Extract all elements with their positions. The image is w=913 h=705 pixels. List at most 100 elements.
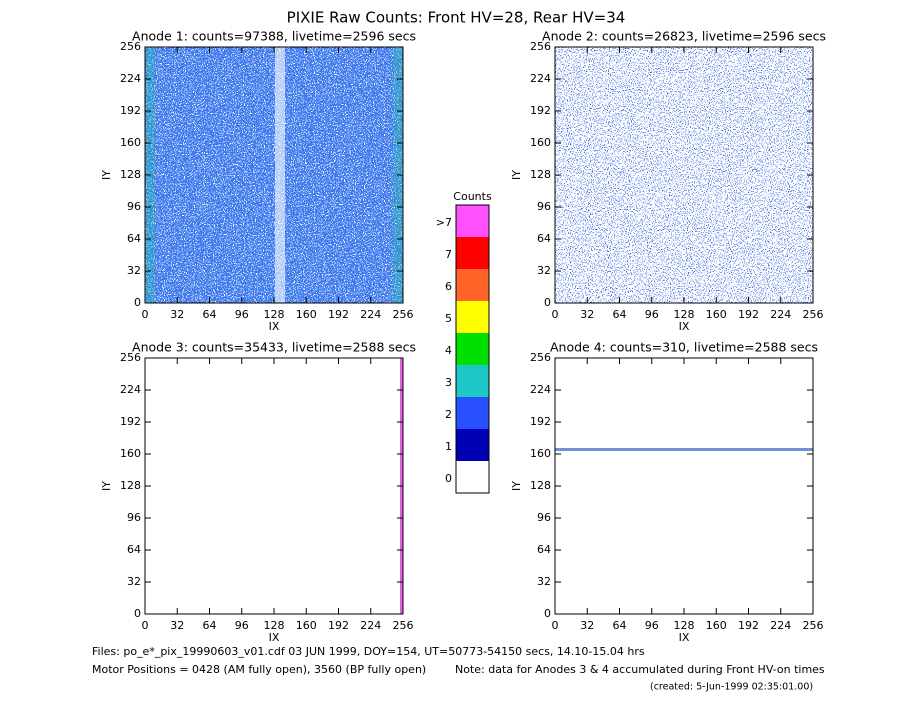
colorbar-swatch bbox=[456, 269, 489, 301]
footer: Files: po_e*_pix_19990603_v01.cdf 03 JUN… bbox=[92, 645, 825, 693]
colorbar-swatch bbox=[456, 461, 489, 493]
y-tick-label: 224 bbox=[120, 383, 141, 396]
y-tick-label: 64 bbox=[127, 543, 141, 556]
panel-title: Anode 2: counts=26823, livetime=2596 sec… bbox=[542, 29, 826, 44]
y-tick-label: 128 bbox=[120, 479, 141, 492]
y-tick-label: 96 bbox=[537, 511, 551, 524]
x-axis-label: IX bbox=[269, 631, 280, 644]
x-tick-label: 192 bbox=[328, 619, 349, 632]
x-tick-label: 0 bbox=[142, 619, 149, 632]
x-tick-label: 96 bbox=[235, 619, 249, 632]
x-tick-label: 160 bbox=[706, 619, 727, 632]
y-tick-label: 224 bbox=[530, 383, 551, 396]
y-tick-label: 192 bbox=[120, 104, 141, 117]
y-tick-label: 96 bbox=[127, 200, 141, 213]
colorbar-swatch bbox=[456, 301, 489, 333]
chart-title: PIXIE Raw Counts: Front HV=28, Rear HV=3… bbox=[287, 9, 626, 27]
y-tick-label: 32 bbox=[127, 575, 141, 588]
x-tick-label: 160 bbox=[296, 308, 317, 321]
colorbar-swatch bbox=[456, 205, 489, 237]
footer-created: (created: 5-Jun-1999 02:35:01.00) bbox=[650, 682, 813, 693]
y-tick-label: 96 bbox=[127, 511, 141, 524]
x-tick-label: 128 bbox=[264, 308, 285, 321]
x-tick-label: 0 bbox=[552, 619, 559, 632]
colorbar-label: 0 bbox=[445, 472, 452, 485]
x-tick-label: 160 bbox=[296, 619, 317, 632]
y-tick-label: 64 bbox=[127, 232, 141, 245]
colorbar-label: 1 bbox=[445, 440, 452, 453]
y-tick-label: 0 bbox=[544, 607, 551, 620]
y-tick-label: 192 bbox=[530, 415, 551, 428]
y-axis-label: IY bbox=[100, 481, 113, 491]
y-tick-label: 256 bbox=[530, 351, 551, 364]
x-tick-label: 192 bbox=[738, 308, 759, 321]
plot-frame bbox=[144, 357, 404, 615]
colorbar-label: 5 bbox=[445, 312, 452, 325]
y-axis-label: IY bbox=[100, 170, 113, 180]
x-tick-label: 32 bbox=[170, 619, 184, 632]
colorbar-label: >7 bbox=[436, 216, 452, 229]
x-tick-label: 224 bbox=[360, 308, 381, 321]
x-tick-label: 96 bbox=[645, 619, 659, 632]
x-tick-label: 0 bbox=[142, 308, 149, 321]
x-axis-label: IX bbox=[269, 320, 280, 333]
x-tick-label: 128 bbox=[674, 619, 695, 632]
y-tick-label: 224 bbox=[530, 72, 551, 85]
y-axis-label: IY bbox=[510, 170, 523, 180]
x-tick-label: 256 bbox=[393, 619, 414, 632]
x-tick-label: 192 bbox=[328, 308, 349, 321]
y-tick-label: 128 bbox=[530, 168, 551, 181]
x-tick-label: 128 bbox=[264, 619, 285, 632]
y-tick-label: 256 bbox=[120, 351, 141, 364]
count-texture bbox=[555, 47, 813, 303]
panel-title: Anode 1: counts=97388, livetime=2596 sec… bbox=[132, 29, 416, 44]
x-tick-label: 224 bbox=[360, 619, 381, 632]
x-axis-label: IX bbox=[679, 631, 690, 644]
y-tick-label: 160 bbox=[530, 447, 551, 460]
y-tick-label: 32 bbox=[537, 264, 551, 277]
footer-note: Note: data for Anodes 3 & 4 accumulated … bbox=[455, 663, 825, 676]
line-texture bbox=[555, 448, 813, 451]
x-axis-label: IX bbox=[679, 320, 690, 333]
colorbar-label: 2 bbox=[445, 408, 452, 421]
y-tick-label: 64 bbox=[537, 232, 551, 245]
x-tick-label: 64 bbox=[203, 619, 217, 632]
x-tick-label: 128 bbox=[674, 308, 695, 321]
y-tick-label: 160 bbox=[120, 136, 141, 149]
y-tick-label: 32 bbox=[127, 264, 141, 277]
colorbar-frame bbox=[455, 204, 490, 494]
y-tick-label: 64 bbox=[537, 543, 551, 556]
y-tick-label: 32 bbox=[537, 575, 551, 588]
footer-motor: Motor Positions = 0428 (AM fully open), … bbox=[92, 663, 426, 676]
gap-texture bbox=[275, 47, 285, 303]
x-tick-label: 224 bbox=[770, 619, 791, 632]
x-tick-label: 256 bbox=[803, 308, 824, 321]
x-tick-label: 256 bbox=[803, 619, 824, 632]
x-tick-label: 96 bbox=[235, 308, 249, 321]
colorbar-swatch bbox=[456, 429, 489, 461]
y-tick-label: 128 bbox=[120, 168, 141, 181]
y-axis-label: IY bbox=[510, 481, 523, 491]
colorbar-label: 7 bbox=[445, 248, 452, 261]
y-tick-label: 256 bbox=[120, 40, 141, 53]
y-tick-label: 224 bbox=[120, 72, 141, 85]
y-tick-label: 0 bbox=[134, 607, 141, 620]
colorbar-label: 4 bbox=[445, 344, 452, 357]
x-tick-label: 64 bbox=[203, 308, 217, 321]
x-tick-label: 192 bbox=[738, 619, 759, 632]
x-tick-label: 32 bbox=[170, 308, 184, 321]
x-tick-label: 256 bbox=[393, 308, 414, 321]
colorbar-swatch bbox=[456, 237, 489, 269]
plot-frame bbox=[554, 357, 814, 615]
colorbar-swatch bbox=[456, 397, 489, 429]
x-tick-label: 32 bbox=[580, 619, 594, 632]
x-tick-label: 64 bbox=[613, 308, 627, 321]
colorbar-label: 3 bbox=[445, 376, 452, 389]
x-tick-label: 96 bbox=[645, 308, 659, 321]
panel-title: Anode 3: counts=35433, livetime=2588 sec… bbox=[132, 340, 416, 355]
x-tick-label: 160 bbox=[706, 308, 727, 321]
y-tick-label: 0 bbox=[544, 296, 551, 309]
y-tick-label: 128 bbox=[530, 479, 551, 492]
x-tick-label: 32 bbox=[580, 308, 594, 321]
